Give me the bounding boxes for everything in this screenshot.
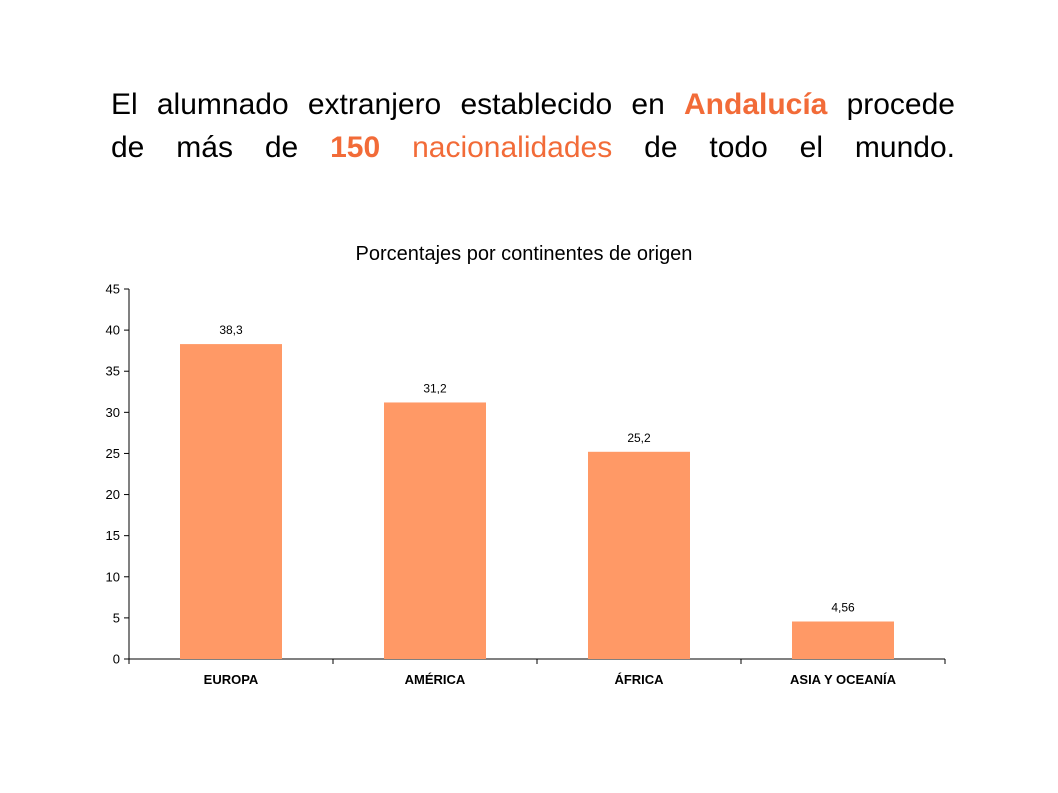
headline-highlight-region: Andalucía <box>684 88 828 121</box>
headline-text: procede <box>827 88 955 121</box>
y-tick-label: 5 <box>113 610 120 625</box>
y-tick-label: 15 <box>106 528 120 543</box>
y-tick-label: 0 <box>113 652 120 667</box>
headline-text: de más de <box>111 131 331 164</box>
y-tick-label: 45 <box>106 282 120 297</box>
x-category-label: EUROPA <box>204 672 259 687</box>
data-label: 4,56 <box>831 601 855 615</box>
headline: El alumnado extranjero establecido en An… <box>111 83 955 169</box>
x-category-label: ÁFRICA <box>614 672 664 687</box>
headline-text: de todo el mundo. <box>612 131 955 164</box>
bar <box>588 451 690 659</box>
bar <box>792 621 894 659</box>
headline-highlight-nationalities: nacionalidades <box>412 131 613 164</box>
y-tick-label: 25 <box>106 446 120 461</box>
data-label: 25,2 <box>627 431 651 445</box>
headline-line-2: de más de 150 nacionalidades de todo el … <box>111 126 955 169</box>
y-tick-label: 35 <box>106 364 120 379</box>
y-tick-label: 40 <box>106 323 120 338</box>
x-category-label: AMÉRICA <box>405 672 466 687</box>
y-tick-label: 20 <box>106 487 120 502</box>
y-tick-label: 30 <box>106 405 120 420</box>
bar <box>180 344 282 659</box>
chart-title: Porcentajes por continentes de origen <box>356 243 693 265</box>
data-label: 31,2 <box>423 381 447 395</box>
bar <box>384 402 486 659</box>
y-tick-label: 10 <box>106 569 120 584</box>
headline-highlight-count: 150 <box>330 131 381 164</box>
data-label: 38,3 <box>219 323 243 337</box>
x-category-label: ASIA Y OCEANÍA <box>790 672 897 687</box>
headline-text: El alumnado extranjero establecido en <box>111 88 684 121</box>
headline-line-1: El alumnado extranjero establecido en An… <box>111 83 955 126</box>
